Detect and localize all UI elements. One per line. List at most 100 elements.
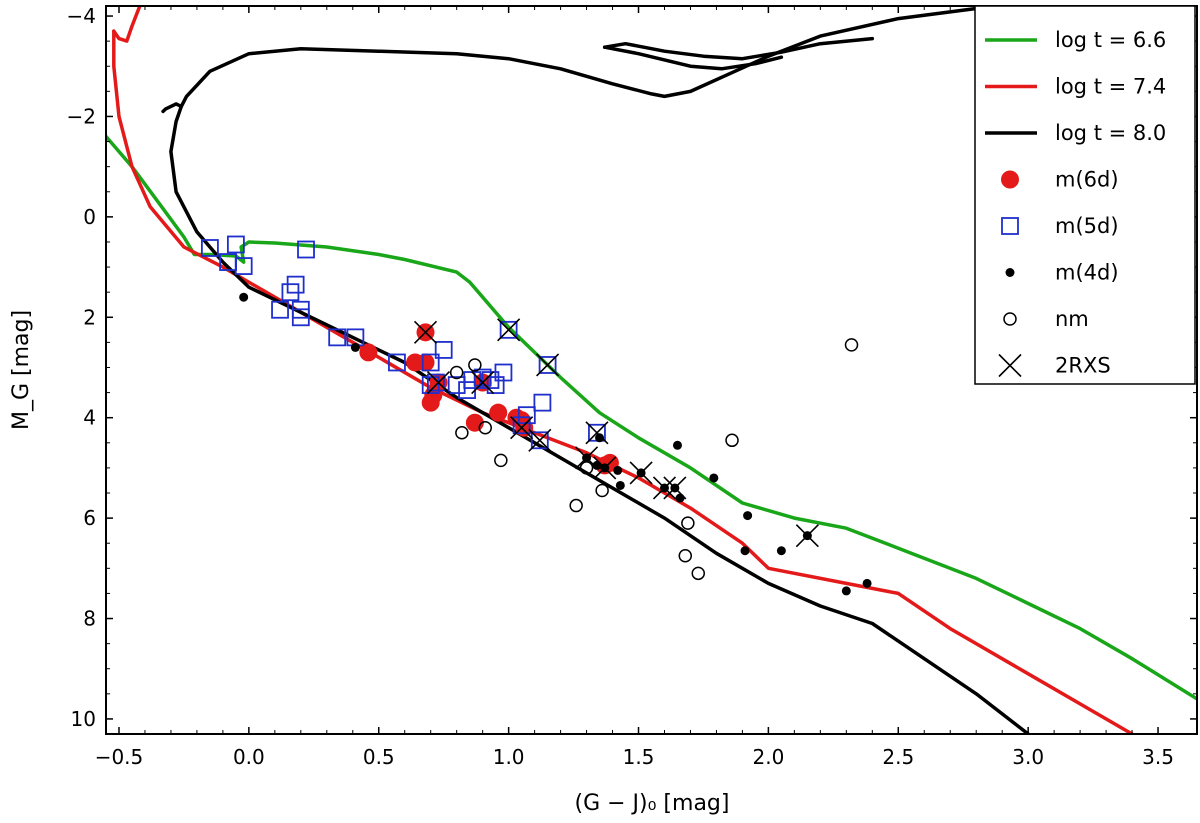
series-1-point-0 (201, 239, 219, 257)
isochrone-2-segment-0 (161, 102, 184, 114)
x-tick-label-5: 2.0 (752, 745, 784, 769)
series-2-point-0 (239, 292, 249, 302)
series-1-point-9 (291, 308, 310, 327)
legend: log t = 6.6 log t = 7.4 log t = 8.0 m(6d) m(… (974, 5, 1196, 385)
series-4-point-10 (629, 461, 653, 485)
series-3-point-11 (725, 433, 739, 448)
series-2-point-19 (862, 578, 872, 588)
series-0-point-1 (359, 343, 378, 362)
legend-label-series-1: m(5d) (1055, 214, 1119, 238)
legend-marker-4 (998, 353, 1022, 378)
series-2-point-13 (709, 473, 719, 483)
series-1-point-29 (530, 431, 549, 450)
isochrone-curves (106, 6, 1197, 734)
legend-marker-0 (1001, 170, 1019, 189)
series-3-point-5 (569, 498, 583, 513)
y-tick-label-1: −2 (67, 104, 96, 128)
series-3-point-1 (468, 358, 482, 372)
legend-label-series-3: nm (1055, 307, 1089, 331)
series-2-point-7 (615, 480, 625, 490)
plot-frame (105, 5, 1198, 735)
series-4-point-2 (471, 370, 495, 395)
isochrone-1-segment-1 (112, 29, 1134, 734)
series-3-point-9 (678, 549, 693, 563)
series-3-point-4 (494, 453, 508, 468)
series-1-point-12 (388, 353, 406, 372)
series-1-point-18 (458, 381, 476, 399)
series-1-point-26 (533, 393, 552, 412)
isochrone-2-segment-3 (602, 45, 784, 71)
series-4-point-13 (795, 524, 819, 548)
isochrone-1-segment-0 (112, 6, 142, 43)
x-tick-label-7: 3.0 (1012, 745, 1044, 769)
series-3-point-6 (579, 461, 594, 475)
x-axis-label: (G − J)₀ [mag] (575, 791, 730, 816)
y-tick-label-3: 2 (83, 305, 96, 329)
series-1-point-25 (538, 356, 557, 374)
series-3-point-0 (449, 365, 464, 380)
x-tick-label-3: 1.0 (493, 745, 525, 769)
series-3-point-8 (681, 516, 695, 530)
series-2-point-12 (672, 440, 682, 450)
series-1-point-6 (281, 283, 300, 302)
series-2-point-2 (595, 433, 605, 443)
series-1-point-24 (499, 320, 518, 339)
x-tick-label-2: 0.5 (363, 745, 395, 769)
series-2-point-11 (675, 493, 685, 503)
legend-label-1: log t = 7.4 (1055, 75, 1166, 99)
series-1-point-7 (271, 300, 289, 319)
series-2-point-14 (743, 511, 753, 521)
series-1-point-28 (512, 416, 531, 435)
legend-label-0: log t = 6.6 (1055, 28, 1166, 52)
y-tick-label-5: 6 (83, 506, 96, 530)
legend-marker-2 (1005, 268, 1015, 277)
data-points (201, 235, 872, 596)
series-1-point-23 (486, 376, 505, 394)
series-2-point-6 (613, 465, 623, 475)
series-4-point-9 (593, 456, 617, 480)
series-1-point-4 (297, 240, 315, 259)
series-4-point-8 (574, 446, 599, 470)
series-3-point-10 (691, 566, 706, 581)
x-tick-label-6: 2.5 (882, 745, 914, 769)
x-tick-label-8: 3.5 (1142, 745, 1174, 769)
y-tick-label-7: 10 (71, 707, 96, 731)
series-3-point-3 (478, 420, 493, 435)
y-axis-label: M_G [mag] (9, 310, 34, 430)
series-4-point-12 (663, 476, 687, 500)
series-1-point-1 (226, 235, 245, 254)
series-2-point-1 (350, 342, 360, 352)
series-4-point-1 (426, 370, 451, 395)
series-4-point-11 (652, 476, 677, 500)
legend-marker-1 (1001, 217, 1019, 235)
y-tick-label-4: 4 (83, 406, 96, 430)
series-4-point-0 (413, 320, 438, 344)
series-3-point-7 (595, 483, 609, 498)
series-4-point-4 (536, 353, 560, 377)
isochrone-2-segment-4 (169, 104, 1030, 734)
series-4-point-3 (497, 318, 521, 342)
y-tick-label-0: −4 (67, 4, 96, 28)
y-tick-label-6: 8 (83, 607, 96, 631)
x-tick-label-4: 1.5 (623, 745, 655, 769)
series-4-point-6 (528, 428, 552, 452)
series-1-point-16 (421, 376, 440, 394)
series-1-point-14 (434, 341, 453, 359)
series-1-point-17 (447, 376, 466, 394)
series-3-point-12 (844, 338, 859, 352)
isochrone-2-segment-2 (602, 36, 875, 61)
series-4-point-7 (585, 421, 609, 445)
series-4-point-5 (510, 416, 534, 440)
series-1-point-10 (328, 328, 347, 347)
series-0-point-12 (512, 411, 531, 430)
series-1-point-13 (421, 353, 440, 372)
series-1-point-3 (234, 257, 253, 275)
series-2-point-18 (841, 586, 851, 596)
legend-box (974, 5, 1196, 385)
series-0-point-6 (421, 393, 440, 412)
series-1-point-15 (426, 373, 445, 392)
y-tick-label-2: 0 (83, 205, 96, 229)
legend-label-series-0: m(6d) (1055, 168, 1119, 192)
legend-label-series-4: 2RXS (1055, 354, 1111, 378)
legend-label-series-2: m(4d) (1055, 261, 1119, 285)
